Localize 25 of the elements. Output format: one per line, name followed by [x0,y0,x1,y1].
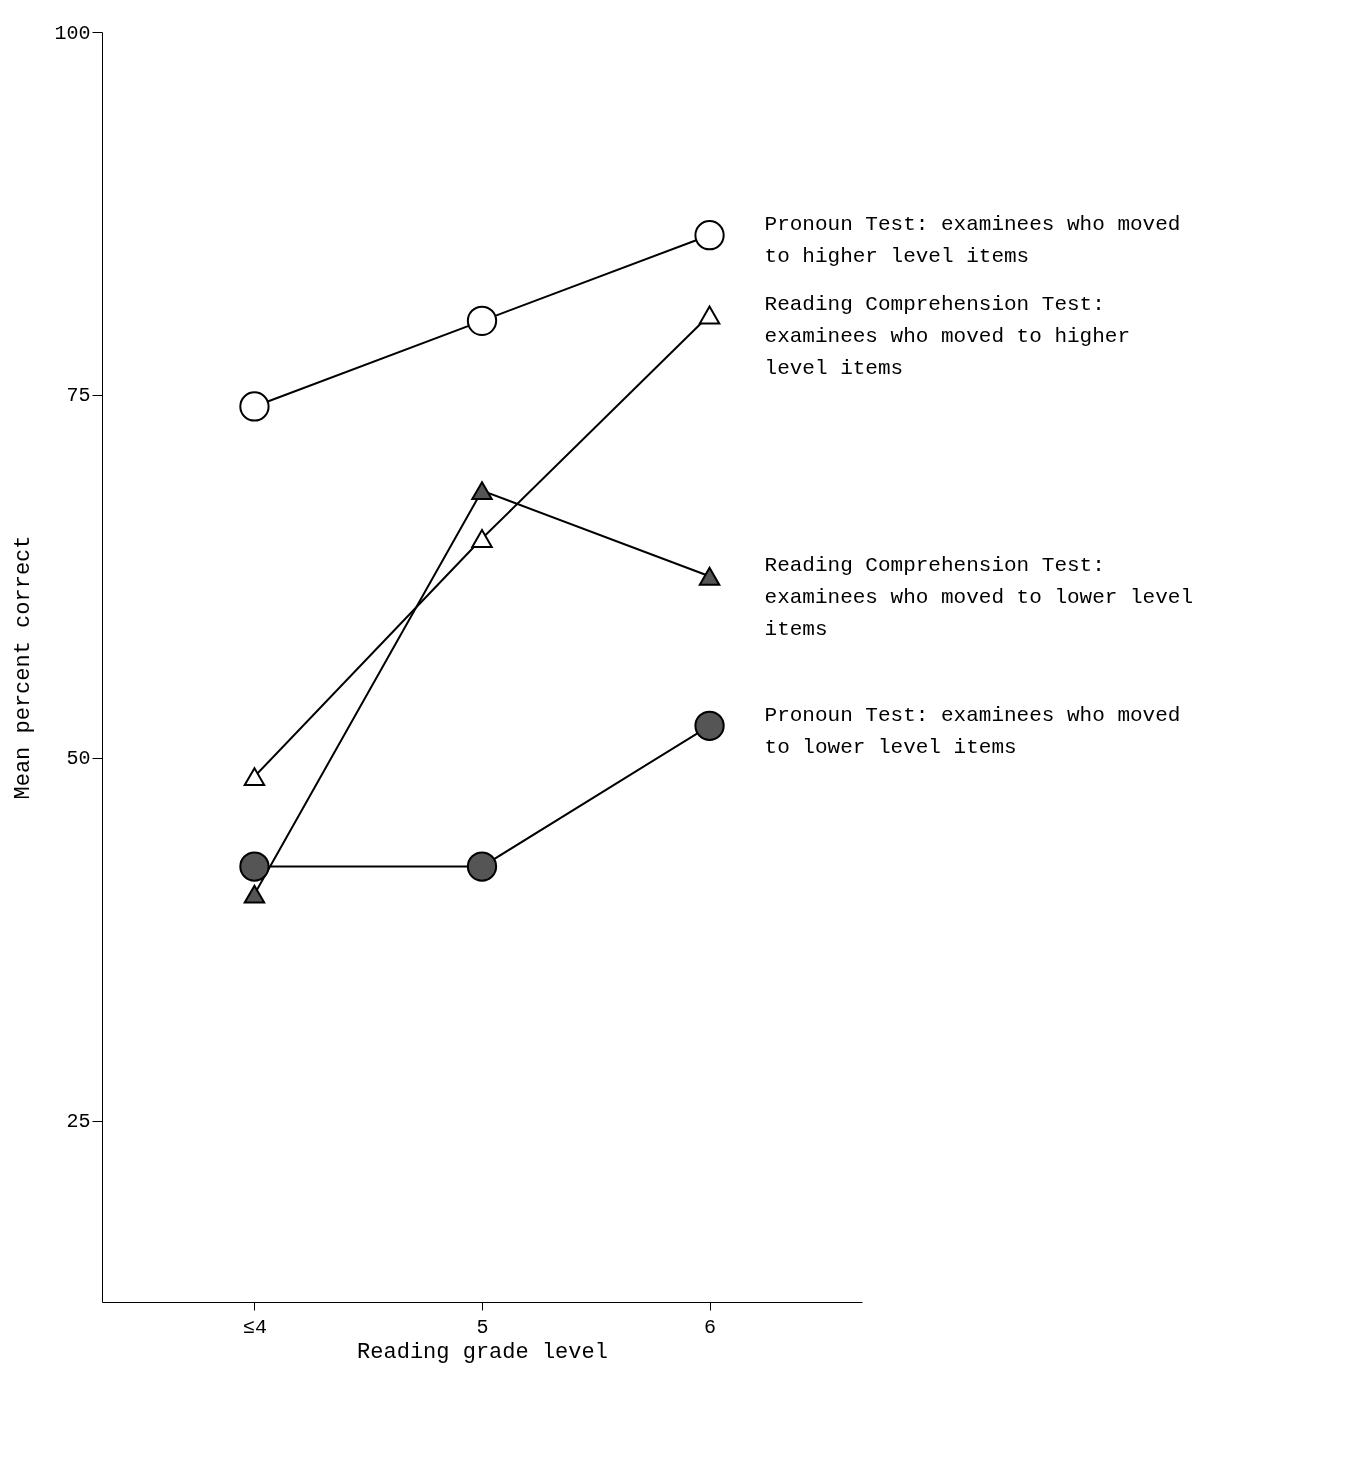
point [466,305,498,336]
y-tick-label: 75 [66,384,91,408]
x-axis-title: Reading grade level [357,1339,608,1365]
point [243,767,266,787]
y-axis-title: Mean percent correct [11,535,37,800]
point [698,305,721,325]
x-tick-label: 6 [704,1315,717,1339]
text: Reading Comprehension Test: examinees who moved to lower level items [764,554,1194,642]
text: Reading Comprehension Test: examinees who moved to higher level items [764,293,1131,381]
point [471,481,493,501]
point [239,391,270,422]
x-tick-label: 5 [476,1315,489,1339]
y-tick-label: 50 [66,747,91,771]
series-label: Pronoun Test: examinees who moved to lower level items [764,703,1181,759]
point [471,529,493,548]
point [694,220,725,251]
y-tick-label: 25 [66,1110,91,1134]
point [466,851,498,882]
x-tick-label: ≤4 [242,1315,267,1339]
point [239,851,270,882]
point [698,566,721,586]
point [243,884,266,904]
point [694,710,725,741]
series-label: Pronoun Test: examinees who moved to higher level items [764,213,1181,269]
y-tick-label: 100 [54,21,91,45]
